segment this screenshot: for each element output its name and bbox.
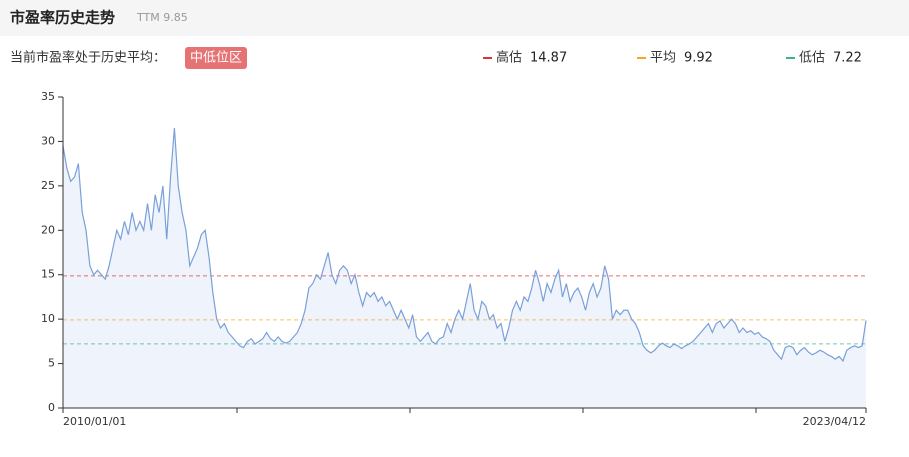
title: 市盈率历史走势 xyxy=(10,9,115,27)
area xyxy=(63,128,866,408)
y-tick-label: 20 xyxy=(41,223,55,236)
y-tick-label: 10 xyxy=(41,312,55,325)
x-ticks xyxy=(236,408,757,413)
legend-value: 7.22 xyxy=(833,51,862,66)
line xyxy=(62,128,867,363)
legend-name: 低估 xyxy=(799,51,825,66)
header-bar xyxy=(0,0,909,36)
y-tick-label: 5 xyxy=(48,357,55,370)
legend-value: 9.92 xyxy=(684,51,713,66)
y-tick-label: 15 xyxy=(41,268,55,281)
y-tick-label: 30 xyxy=(41,134,55,147)
status-badge-bg xyxy=(185,47,247,69)
x-tick-label: 2023/04/12 xyxy=(803,415,866,428)
subtitle: TTM 9.85 xyxy=(136,11,188,24)
x-tick-label: 2010/01/01 xyxy=(63,415,126,428)
y-tick-label: 25 xyxy=(41,179,55,192)
legend-name: 高估 xyxy=(496,50,522,66)
status-text: 当前市盈率处于历史平均： xyxy=(10,50,166,66)
y-tick-label: 35 xyxy=(41,90,55,103)
status-badge: 中低位区 xyxy=(190,51,242,66)
legend-value: 14.87 xyxy=(530,51,567,66)
legend-name: 平均 xyxy=(650,51,676,66)
y-tick-label: 0 xyxy=(48,401,55,414)
